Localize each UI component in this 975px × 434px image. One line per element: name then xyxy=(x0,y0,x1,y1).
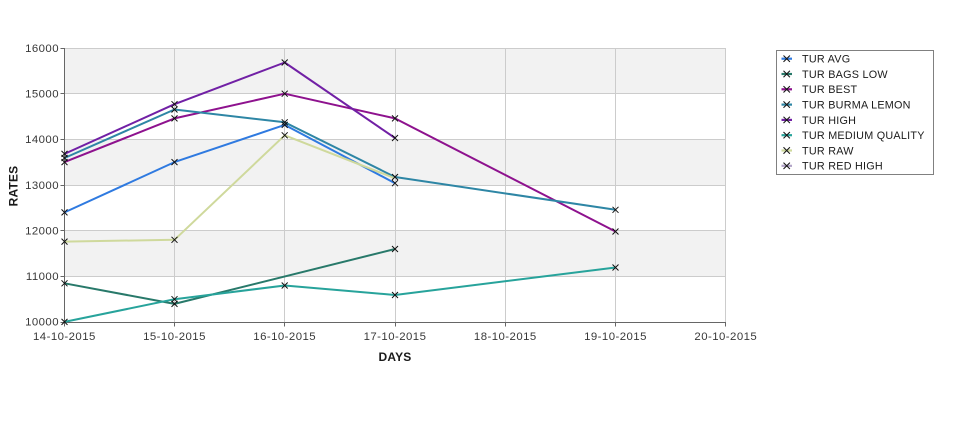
svg-text:RATES: RATES xyxy=(7,166,21,207)
svg-text:TUR MEDIUM QUALITY: TUR MEDIUM QUALITY xyxy=(802,130,925,142)
svg-text:20-10-2015: 20-10-2015 xyxy=(694,331,757,343)
svg-text:19-10-2015: 19-10-2015 xyxy=(584,331,647,343)
svg-text:TUR HIGH: TUR HIGH xyxy=(802,115,856,127)
svg-text:11000: 11000 xyxy=(26,271,59,283)
svg-text:15-10-2015: 15-10-2015 xyxy=(143,331,206,343)
svg-text:13000: 13000 xyxy=(25,180,59,192)
svg-text:10000: 10000 xyxy=(25,317,59,329)
svg-text:TUR BURMA LEMON: TUR BURMA LEMON xyxy=(802,100,911,112)
svg-text:12000: 12000 xyxy=(25,225,59,237)
svg-text:14-10-2015: 14-10-2015 xyxy=(33,331,96,343)
svg-text:16000: 16000 xyxy=(25,43,59,55)
svg-text:DAYS: DAYS xyxy=(378,350,411,364)
svg-text:15000: 15000 xyxy=(25,88,59,100)
svg-text:TUR BAGS LOW: TUR BAGS LOW xyxy=(802,69,888,81)
svg-text:TUR AVG: TUR AVG xyxy=(802,54,850,66)
svg-text:16-10-2015: 16-10-2015 xyxy=(253,331,316,343)
svg-text:14000: 14000 xyxy=(25,134,59,146)
svg-text:TUR RAW: TUR RAW xyxy=(802,145,854,157)
svg-text:TUR RED HIGH: TUR RED HIGH xyxy=(802,161,883,173)
svg-text:TUR BEST: TUR BEST xyxy=(802,84,858,96)
svg-text:18-10-2015: 18-10-2015 xyxy=(474,331,537,343)
svg-text:17-10-2015: 17-10-2015 xyxy=(364,331,427,343)
